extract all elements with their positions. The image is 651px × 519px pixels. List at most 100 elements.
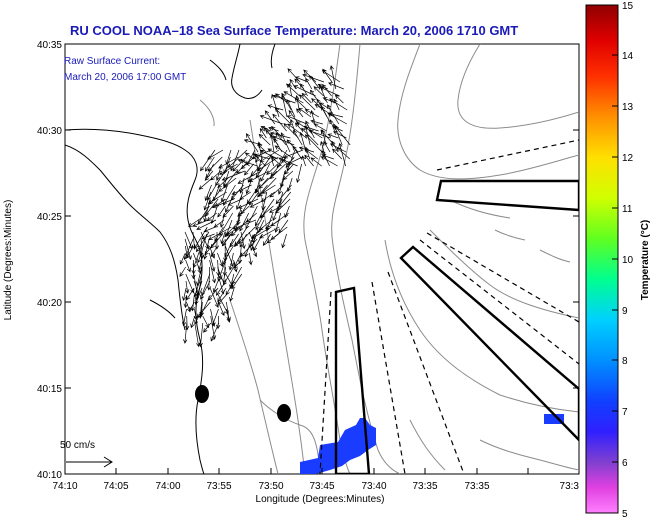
vector-arrow — [260, 163, 270, 182]
vector-arrow — [258, 219, 273, 231]
vector-arrow — [211, 245, 218, 257]
x-tick-label: 74:00 — [155, 481, 180, 492]
vector-arrow — [295, 121, 311, 132]
vector-arrow — [259, 127, 267, 139]
vector-arrow — [261, 184, 276, 194]
vector-arrow — [200, 149, 216, 172]
vector-arrow — [221, 231, 234, 247]
plot-frame — [64, 43, 580, 475]
vector-arrow — [184, 315, 190, 331]
vector-arrow — [218, 156, 239, 169]
y-axis: 40:35 40:30 40:25 40:20 40:15 40:10 — [37, 40, 62, 481]
vector-arrow — [313, 123, 327, 132]
x-tick-label: 74:05 — [103, 481, 128, 492]
vector-arrow — [327, 104, 340, 125]
vector-arrow — [302, 73, 325, 83]
vector-arrow — [183, 322, 188, 344]
vector-arrow — [292, 145, 303, 160]
x-tick-label: 73:40 — [361, 481, 386, 492]
colorbar-tick: 14 — [622, 51, 634, 62]
vector-arrow — [185, 280, 190, 294]
vector-arrow — [239, 191, 251, 200]
y-axis-label: Latitude (Degrees:Minutes) — [3, 200, 14, 321]
vector-arrow — [204, 184, 212, 202]
y-tick-label: 40:25 — [37, 212, 62, 223]
vector-arrow — [305, 77, 313, 90]
vector-arrow — [277, 177, 285, 195]
vector-arrow — [188, 212, 209, 227]
vector-arrow — [319, 102, 332, 111]
vector-arrow — [286, 99, 296, 118]
vector-arrow — [221, 170, 246, 181]
vector-arrow — [255, 212, 266, 231]
vector-arrow — [219, 212, 226, 228]
colorbar-tick: 11 — [622, 204, 633, 215]
vector-arrow — [197, 205, 210, 225]
vector-arrow — [203, 226, 216, 233]
x-axis: 74:10 74:05 74:00 73:55 73:50 73:45 73:4… — [52, 481, 579, 492]
vector-arrow — [193, 280, 200, 296]
vector-arrow — [259, 150, 278, 160]
vector-arrow — [209, 252, 216, 272]
vector-arrow — [269, 131, 291, 139]
vector-arrow — [244, 163, 254, 176]
vector-arrow — [254, 177, 261, 194]
colorbar-label: Temperature (°C) — [640, 220, 651, 301]
vector-arrow — [232, 156, 247, 172]
vector-arrow — [327, 133, 339, 139]
vector-arrow — [215, 280, 227, 296]
vector-arrow — [225, 280, 235, 296]
vector-arrow — [269, 133, 275, 153]
vector-arrow — [257, 184, 268, 198]
station-dots — [195, 385, 291, 422]
vector-arrow — [296, 163, 302, 184]
vector-arrow — [217, 177, 229, 189]
vector-arrow — [286, 115, 307, 125]
vector-arrow — [255, 149, 264, 163]
vector-arrow — [301, 155, 306, 167]
vector-arrow — [204, 198, 219, 217]
vector-arrow — [256, 156, 279, 172]
vector-arrow — [190, 294, 195, 312]
vector-arrow — [283, 91, 304, 104]
x-tick-label: 73:3 — [560, 481, 580, 492]
vector-arrow — [304, 134, 323, 153]
vector-arrow — [186, 245, 194, 259]
vector-arrow — [198, 177, 213, 190]
vector-arrow — [286, 177, 293, 193]
vector-arrow — [289, 118, 295, 132]
vector-arrow — [280, 132, 291, 153]
y-tick-label: 40:10 — [37, 470, 62, 481]
vector-arrow — [258, 133, 271, 146]
vector-arrow — [274, 145, 295, 160]
vector-arrow — [289, 78, 297, 90]
vector-arrow — [272, 198, 283, 222]
vector-arrow — [231, 273, 243, 290]
vector-arrow — [267, 104, 284, 111]
scale-label: 50 cm/s — [60, 440, 95, 451]
vector-arrow — [240, 231, 246, 250]
current-label: Raw Surface Current: — [64, 56, 160, 67]
vector-arrow — [229, 233, 239, 248]
vector-arrow — [203, 322, 212, 333]
vector-arrow — [275, 132, 287, 146]
vector-arrow — [231, 184, 252, 195]
vector-arrow — [327, 112, 347, 125]
vector-arrow — [222, 184, 236, 206]
vector-arrow — [236, 212, 242, 226]
vector-arrow — [329, 119, 335, 132]
vector-arrow — [334, 125, 351, 146]
vector-arrow — [217, 205, 226, 218]
vector-arrow — [259, 226, 280, 239]
vector-arrow — [304, 154, 314, 167]
vector-arrow — [319, 84, 328, 104]
current-timestamp: March 20, 2006 17:00 GMT — [64, 72, 186, 83]
vector-arrow — [248, 238, 258, 258]
vector-arrow — [280, 94, 288, 118]
vector-arrow — [209, 259, 217, 284]
vector-arrow — [314, 104, 336, 118]
vector-arrow — [179, 252, 186, 265]
vector-arrow — [197, 259, 202, 271]
vector-arrow — [236, 163, 246, 174]
vector-arrow — [260, 126, 271, 132]
